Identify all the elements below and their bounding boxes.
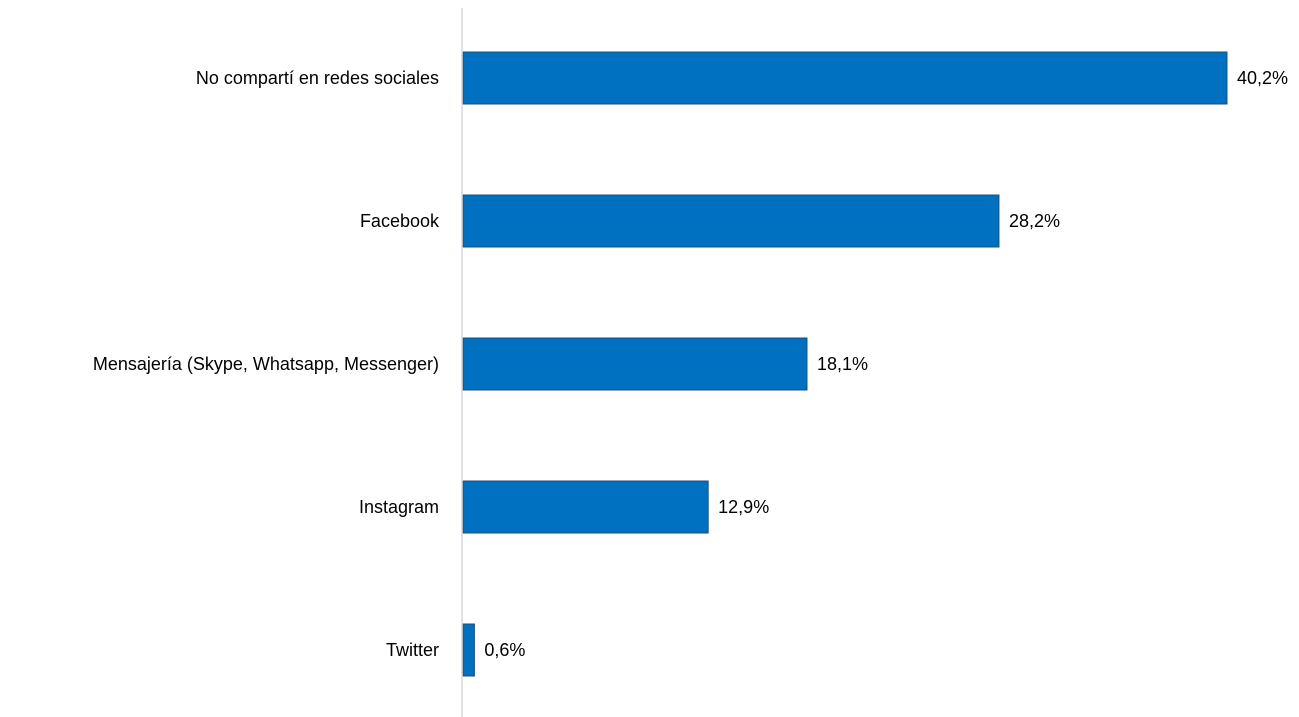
bars-layer <box>462 51 1228 677</box>
value-label-2: 18,1% <box>817 354 868 374</box>
category-label-4: Twitter <box>386 640 439 660</box>
value-label-0: 40,2% <box>1237 68 1288 88</box>
labels-layer: No compartí en redes sociales 40,2% Facebo… <box>93 68 1288 660</box>
value-label-3: 12,9% <box>718 497 769 517</box>
category-label-0: No compartí en redes sociales <box>196 68 439 88</box>
value-label-1: 28,2% <box>1009 211 1060 231</box>
bar-1 <box>462 194 1000 248</box>
bar-3 <box>462 480 709 534</box>
category-label-3: Instagram <box>359 497 439 517</box>
bar-4 <box>462 623 475 677</box>
category-label-2: Mensajería (Skype, Whatsapp, Messenger) <box>93 354 439 374</box>
bar-2 <box>462 337 808 391</box>
category-label-1: Facebook <box>360 211 440 231</box>
value-label-4: 0,6% <box>484 640 525 660</box>
bar-0 <box>462 51 1228 105</box>
